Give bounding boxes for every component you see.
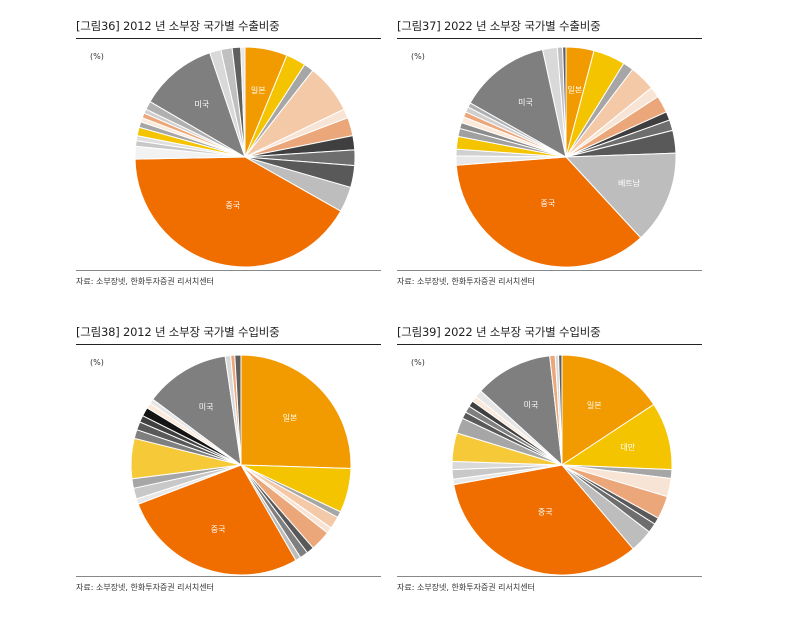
source-rule xyxy=(397,576,702,577)
slice-label-미국: 미국 xyxy=(518,98,533,107)
slice-label-일본: 일본 xyxy=(567,85,582,94)
chart-title: [그림38] 2012 년 소부장 국가별 수입비중 xyxy=(76,325,280,339)
slice-label-베트남: 베트남 xyxy=(618,179,641,188)
slice-label-일본: 일본 xyxy=(587,401,602,410)
slice-label-중국: 중국 xyxy=(541,199,556,208)
slice-label-중국: 중국 xyxy=(211,525,226,534)
chart-title: [그림36] 2012 년 소부장 국가별 수출비중 xyxy=(76,19,280,33)
title-rule xyxy=(397,344,702,345)
pie-slice-23 xyxy=(562,46,567,158)
title-rule xyxy=(76,38,381,39)
pie-slice-24 xyxy=(240,46,246,158)
slice-label-중국: 중국 xyxy=(226,201,241,210)
pie-slice-일본 xyxy=(240,354,352,469)
unit-label: (%) xyxy=(90,52,104,61)
slice-label-중국: 중국 xyxy=(538,508,553,517)
slice-label-미국: 미국 xyxy=(195,100,210,109)
pie-slice-베트남 xyxy=(564,152,677,239)
chart-title: [그림37] 2022 년 소부장 국가별 수출비중 xyxy=(397,19,601,33)
pie-slice-미국 xyxy=(469,48,567,158)
pie-slice-22 xyxy=(558,354,563,466)
slice-label-미국: 미국 xyxy=(524,400,539,409)
pie-slice-중국 xyxy=(453,464,634,576)
source-note: 자료: 소부장넷, 한화투자증권 리서치센터 xyxy=(76,583,214,592)
unit-label: (%) xyxy=(90,358,104,367)
source-rule xyxy=(397,270,702,271)
pie-slice-미국 xyxy=(152,355,242,467)
slice-label-대만: 대만 xyxy=(620,443,635,452)
pie-slice-중국 xyxy=(455,156,642,268)
title-rule xyxy=(397,38,702,39)
pie-slice-미국 xyxy=(149,52,246,159)
pie-slice-23 xyxy=(234,354,242,466)
source-note: 자료: 소부장넷, 한화투자증권 리서치센터 xyxy=(397,583,535,592)
pie-slice-일본 xyxy=(561,354,655,466)
pie-slice-중국 xyxy=(134,156,342,268)
source-note: 자료: 소부장넷, 한화투자증권 리서치센터 xyxy=(397,277,535,286)
unit-label: (%) xyxy=(411,52,425,61)
slice-label-일본: 일본 xyxy=(283,414,298,423)
source-note: 자료: 소부장넷, 한화투자증권 리서치센터 xyxy=(76,277,214,286)
slice-label-일본: 일본 xyxy=(251,86,266,95)
title-rule xyxy=(76,344,381,345)
unit-label: (%) xyxy=(411,358,425,367)
pie-slice-중국 xyxy=(137,464,297,576)
source-rule xyxy=(76,270,381,271)
chart-title: [그림39] 2022 년 소부장 국가별 수입비중 xyxy=(397,325,601,339)
source-rule xyxy=(76,576,381,577)
slice-label-미국: 미국 xyxy=(199,402,214,411)
import-share-2022-panel: [그림39] 2022 년 소부장 국가별 수입비중 (%) 일본 대만 중국 미국 … xyxy=(397,324,702,594)
pie-slice-미국 xyxy=(480,355,563,467)
